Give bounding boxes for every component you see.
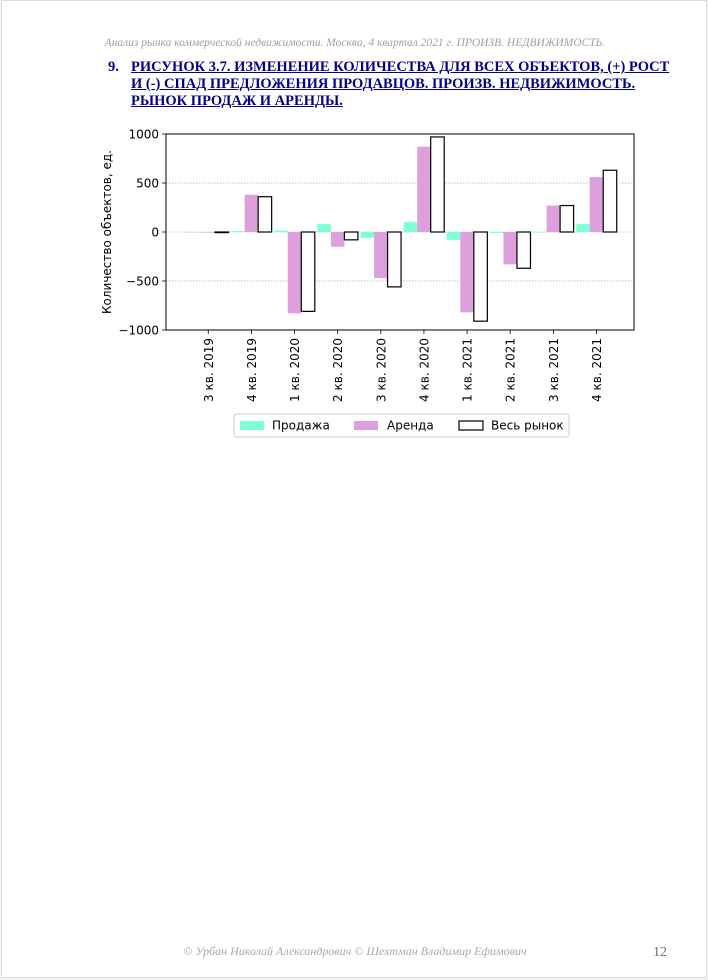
x-tick-label: 3 кв. 2020	[374, 338, 388, 402]
bar-rent	[330, 232, 345, 247]
bar-total	[559, 204, 575, 233]
legend-swatch-total	[458, 420, 484, 431]
bar-total	[300, 231, 316, 312]
bar-rent	[503, 232, 517, 265]
legend-label-total: Весь рынок	[491, 419, 564, 433]
heading-number: 9.	[108, 59, 119, 75]
bar-sale	[446, 232, 461, 240]
heading-text: РИСУНОК 3.7. ИЗМЕНЕНИЕ КОЛИЧЕСТВА ДЛЯ ВС…	[131, 59, 670, 109]
y-tick-label: 500	[136, 177, 159, 191]
bar-chart: 1000 500 0 −500 −1000 3 кв. 2019 4 кв. 2019 1 к…	[100, 128, 635, 438]
bar-sale	[231, 231, 245, 232]
x-tick-label: 1 кв. 2021	[461, 338, 475, 402]
bar-rent	[374, 232, 388, 279]
y-tick-label: −500	[126, 275, 159, 289]
bar-total	[257, 196, 273, 233]
bar-total	[430, 136, 445, 233]
y-tick-label: 1000	[128, 128, 159, 142]
bar-rent	[546, 205, 561, 232]
bar-total	[214, 231, 230, 234]
bar-sale	[576, 224, 590, 232]
bar-sale	[489, 232, 504, 233]
page-number: 12	[653, 945, 667, 960]
plot-frame	[165, 133, 635, 331]
x-tick-label: 1 кв. 2020	[288, 338, 302, 402]
x-tick-label: 4 кв. 2019	[245, 338, 259, 402]
x-tick-label: 3 кв. 2019	[202, 338, 216, 402]
legend-swatch-rent	[354, 421, 378, 430]
bar-rent	[244, 194, 259, 232]
bar-sale	[533, 232, 547, 233]
footer-copyright: © Урбан Николай Александрович © Шехтман …	[183, 944, 527, 958]
bar-rent	[460, 232, 474, 313]
x-tick-label: 4 кв. 2020	[417, 338, 431, 402]
legend-swatch-sale	[240, 421, 264, 430]
y-tick-label: 0	[151, 226, 159, 240]
x-tick-label: 3 кв. 2021	[547, 338, 561, 402]
bar-total	[516, 231, 532, 269]
x-tick-label: 2 кв. 2021	[504, 338, 518, 402]
y-axis-label: Количество объектов, ед.	[100, 150, 114, 314]
legend-label-sale: Продажа	[272, 419, 330, 433]
bar-rent	[417, 146, 431, 232]
x-tick-label: 4 кв. 2021	[590, 338, 604, 402]
bar-rent	[287, 232, 302, 314]
x-tick-label: 2 кв. 2020	[331, 338, 345, 402]
bar-sale	[188, 232, 202, 233]
bar-rent	[589, 177, 604, 232]
bar-total	[602, 169, 618, 233]
bar-sale	[317, 224, 331, 232]
y-tick-label: −1000	[118, 324, 159, 338]
bar-sale	[403, 222, 418, 232]
bar-sale	[274, 230, 288, 232]
bar-total	[473, 231, 488, 322]
legend-label-rent: Аренда	[387, 419, 434, 433]
bar-rent	[201, 232, 216, 233]
bar-sale	[360, 232, 375, 238]
legend-box	[233, 413, 570, 438]
running-header: Анализ рынка коммерческой недвижимости. …	[104, 37, 606, 49]
bar-total	[386, 231, 402, 288]
bar-total	[343, 231, 359, 241]
